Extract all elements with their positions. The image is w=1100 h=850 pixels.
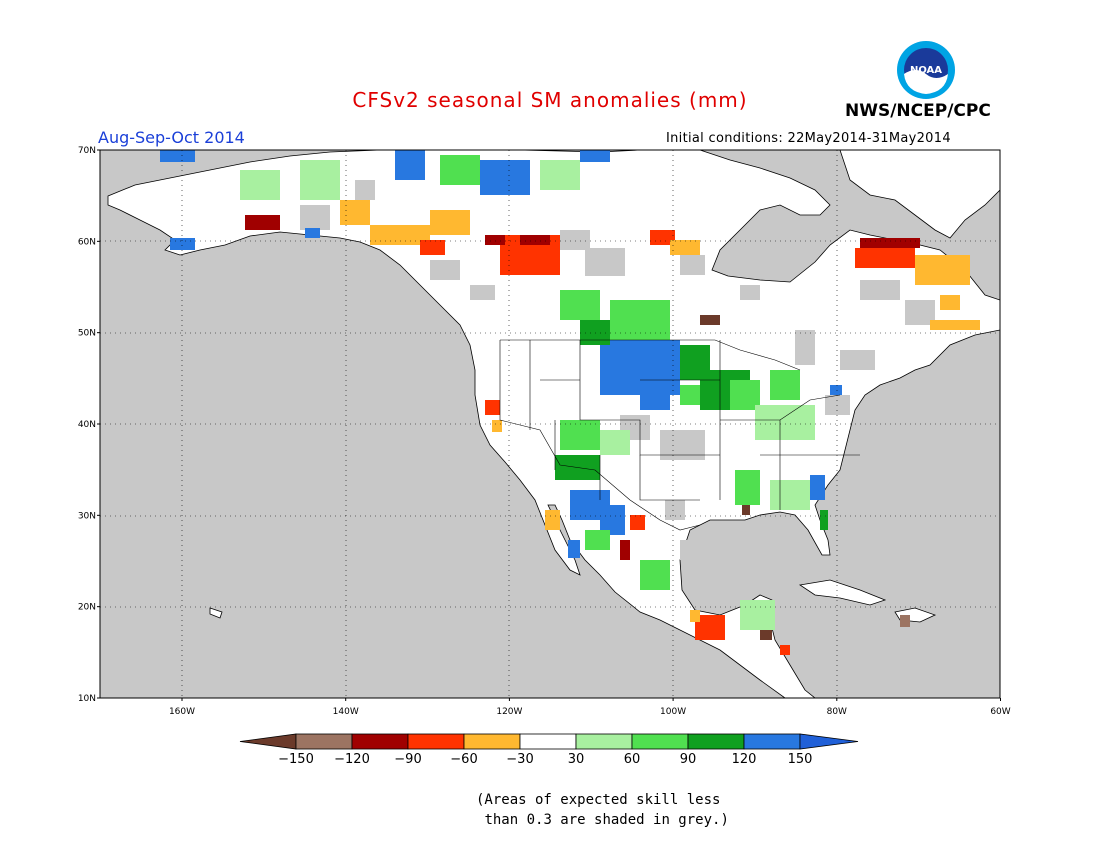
lon-tick-label: 100W [660, 707, 686, 717]
skill-note-line1: (Areas of expected skill less [476, 792, 721, 808]
colorbar-bin [407, 733, 465, 750]
lat-tick-label: 20N [78, 603, 96, 613]
skill-note: (Areas of expected skill less than 0.3 a… [476, 790, 729, 830]
lon-tick-label: 80W [827, 707, 847, 717]
colorbar-bin [351, 733, 409, 750]
colorbar-label: −90 [394, 752, 421, 767]
colorbar-bin [295, 733, 353, 750]
land-cuba [798, 579, 887, 606]
lat-tick-label: 50N [78, 329, 96, 339]
land-north-america [107, 150, 1000, 698]
political-borders [499, 339, 860, 531]
lon-tick-label: 160W [169, 707, 195, 717]
no-skill-areas [125, 180, 935, 560]
colorbar-bin [743, 733, 801, 750]
lat-tick-label: 30N [78, 511, 96, 521]
colorbar-bin [687, 733, 745, 750]
agency-label: NWS/NCEP/CPC [845, 101, 991, 121]
graticule [100, 150, 1000, 698]
chart-title: CFSv2 seasonal SM anomalies (mm) [352, 88, 748, 112]
skill-note-line2: than 0.3 are shaded in grey.) [484, 812, 729, 828]
lon-tick-label: 140W [333, 707, 359, 717]
latitude-labels: 10N 20N 30N 40N 50N 60N 70N [78, 146, 100, 704]
lat-tick-label: 60N [78, 237, 96, 247]
lat-tick-label: 10N [78, 694, 96, 704]
land-hawaii [209, 607, 223, 619]
colorbar-label: 150 [788, 752, 813, 767]
colorbar-label: −150 [278, 752, 314, 767]
colorbar-label: −30 [506, 752, 533, 767]
colorbar-bin [519, 733, 577, 750]
colorbar-bin [239, 733, 297, 750]
longitude-labels: 160W 140W 120W 100W 80W 60W [169, 698, 1011, 717]
colorbar-label: 90 [680, 752, 697, 767]
colorbar-label: 120 [732, 752, 757, 767]
initial-conditions-label: Initial conditions: 22May2014-31May2014 [666, 131, 951, 146]
colorbar-bin [799, 733, 859, 750]
land-greenland [839, 150, 1000, 239]
lat-tick-label: 40N [78, 420, 96, 430]
noaa-logo: NOAA [896, 40, 956, 104]
lon-tick-label: 120W [496, 707, 522, 717]
season-label: Aug-Sep-Oct 2014 [98, 128, 245, 147]
colorbar-bin [631, 733, 689, 750]
colorbar-bin [575, 733, 633, 750]
anomaly-cells [160, 150, 980, 655]
colorbar-label: −60 [450, 752, 477, 767]
lat-tick-label: 70N [78, 146, 96, 156]
svg-text:NOAA: NOAA [910, 65, 942, 76]
colorbar-label: 60 [624, 752, 641, 767]
lon-tick-label: 60W [990, 707, 1010, 717]
colorbar-label: 30 [568, 752, 585, 767]
colorbar-bin [463, 733, 521, 750]
colorbar: −150 −120 −90 −60 −30 30 60 90 120 150 [239, 733, 859, 767]
colorbar-label: −120 [334, 752, 370, 767]
